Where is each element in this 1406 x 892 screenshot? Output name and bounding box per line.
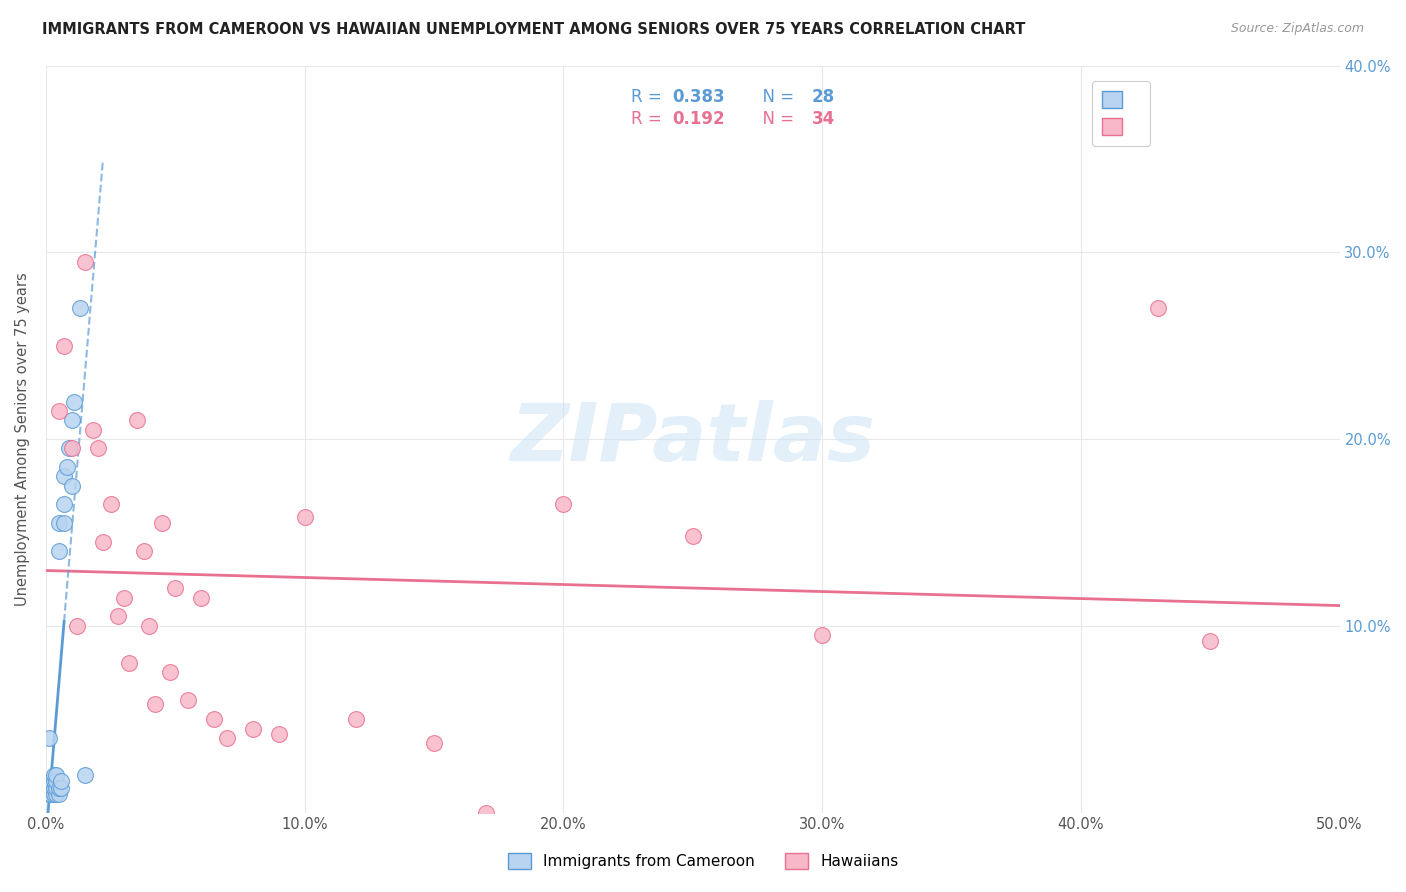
Point (811, 628, 834, 642)
Point (53, 498, 76, 512)
Point (177, 693, 200, 707)
Point (48, 544, 70, 558)
Point (48, 781, 70, 796)
Point (38, 787, 60, 801)
Point (215, 731, 238, 745)
Point (165, 582, 187, 596)
Point (58, 442, 80, 456)
Point (42, 787, 65, 801)
Point (267, 727, 290, 741)
Point (134, 544, 156, 558)
Point (73, 254, 96, 268)
Point (45, 781, 67, 796)
Point (190, 591, 212, 605)
Point (82, 423, 104, 437)
Point (242, 722, 264, 736)
Point (143, 697, 166, 711)
Point (39, 773, 62, 788)
Point (45, 768, 67, 782)
Text: IMMIGRANTS FROM CAMEROON VS HAWAIIAN UNEMPLOYMENT AMONG SENIORS OVER 75 YEARS CO: IMMIGRANTS FROM CAMEROON VS HAWAIIAN UNE… (42, 22, 1025, 37)
Point (553, 498, 575, 512)
Point (73, 768, 96, 782)
Point (51, 773, 73, 788)
Point (66, 619, 89, 633)
Point (294, 510, 316, 524)
Text: N =: N = (752, 88, 800, 106)
Point (1147, 301, 1170, 316)
Point (118, 656, 141, 670)
Point (42, 781, 65, 796)
Text: 28: 28 (811, 88, 835, 106)
Point (53, 339, 76, 353)
Point (42, 773, 65, 788)
Point (53, 516, 76, 530)
Text: 34: 34 (811, 111, 835, 128)
Point (60, 479, 83, 493)
Point (63, 394, 86, 409)
Text: N =: N = (752, 111, 800, 128)
Point (91, 534, 114, 549)
Point (55, 460, 77, 475)
Point (86, 442, 108, 456)
Legend: Immigrants from Cameroon, Hawaiians: Immigrants from Cameroon, Hawaiians (502, 847, 904, 875)
Point (39, 787, 62, 801)
Y-axis label: Unemployment Among Seniors over 75 years: Unemployment Among Seniors over 75 years (15, 272, 30, 606)
Point (150, 516, 173, 530)
Point (682, 529, 704, 543)
Point (100, 498, 122, 512)
Point (125, 413, 148, 427)
Point (42, 768, 65, 782)
Point (48, 787, 70, 801)
Point (475, 805, 498, 820)
Point (346, 712, 368, 726)
Text: 0.192: 0.192 (672, 111, 724, 128)
Point (48, 516, 70, 530)
Point (51, 781, 73, 796)
Text: Source: ZipAtlas.com: Source: ZipAtlas.com (1230, 22, 1364, 36)
Point (112, 591, 135, 605)
Point (38, 731, 60, 745)
Text: ZIPatlas: ZIPatlas (510, 401, 876, 478)
Point (60, 442, 83, 456)
Point (45, 787, 67, 801)
Text: R =: R = (631, 111, 666, 128)
Point (53, 469, 76, 483)
Point (423, 736, 446, 750)
Point (45, 773, 67, 788)
Point (48, 404, 70, 418)
Point (202, 712, 225, 726)
Point (60, 413, 83, 427)
Point (69, 301, 91, 316)
Text: R =: R = (631, 88, 666, 106)
Point (1199, 633, 1222, 648)
Text: 0.383: 0.383 (672, 88, 724, 106)
Point (107, 609, 129, 624)
Point (138, 619, 160, 633)
Point (159, 665, 181, 680)
Legend:  ,  : , (1091, 81, 1150, 146)
